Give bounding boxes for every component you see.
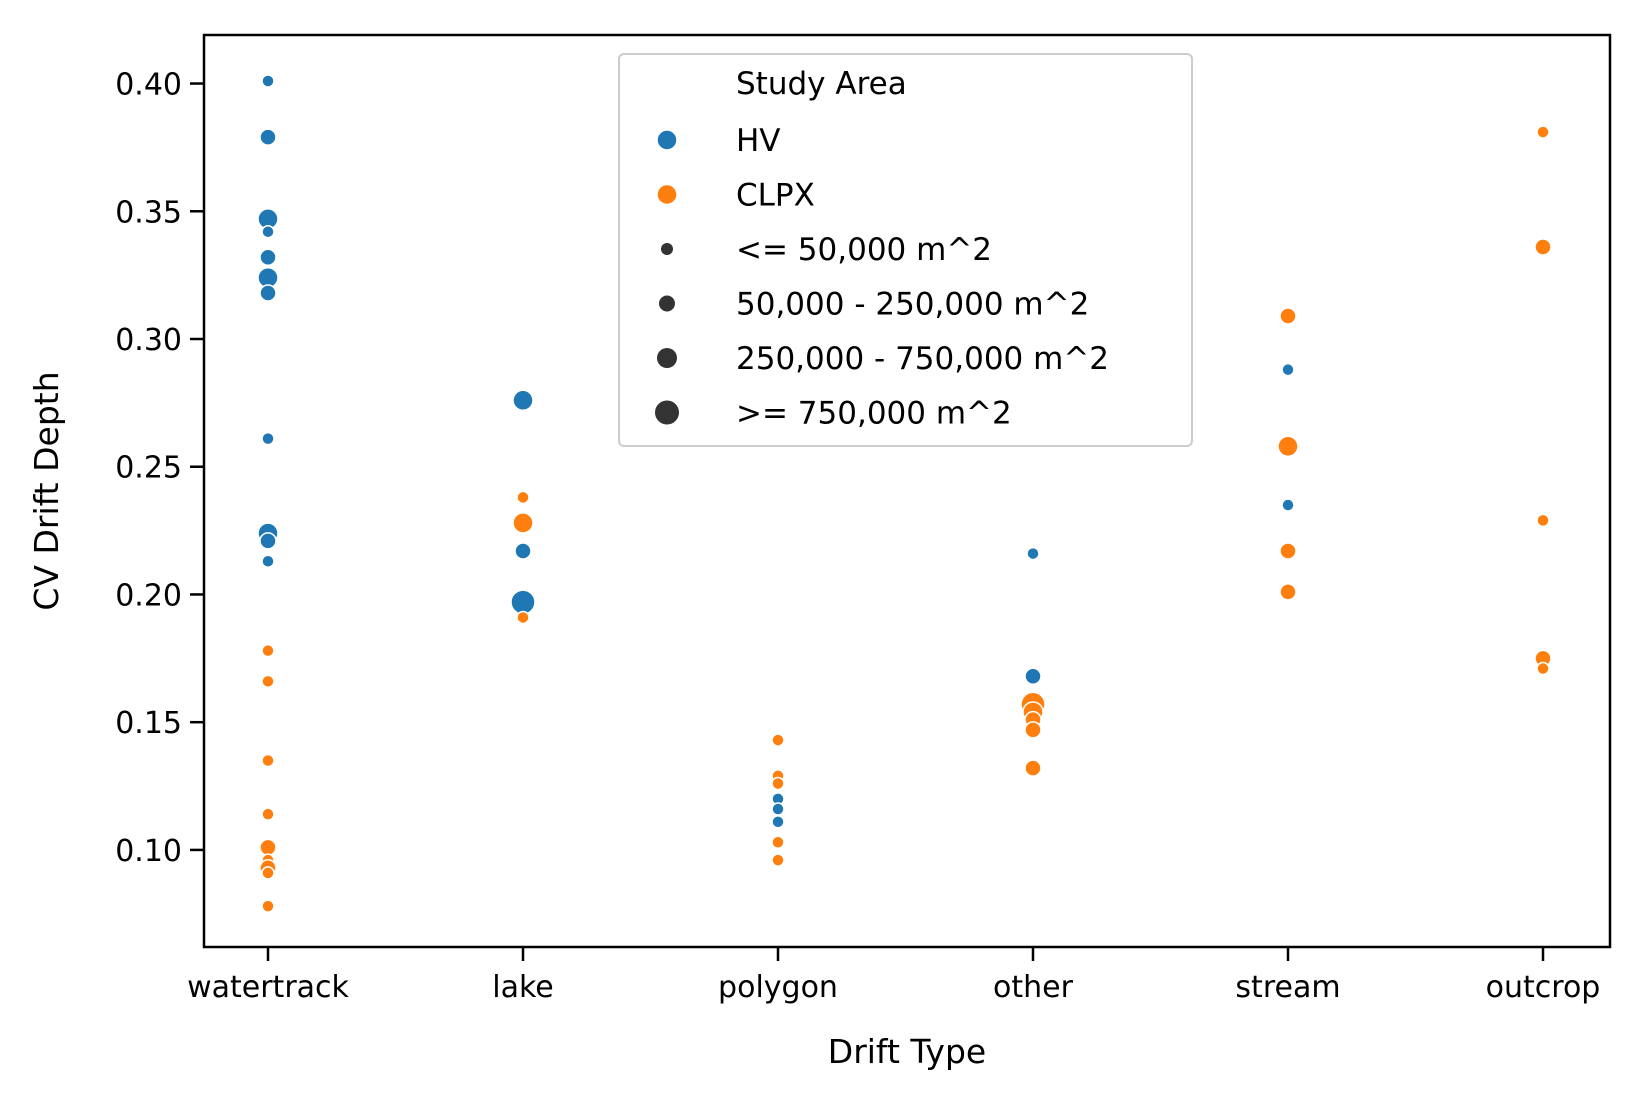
- point-hv-watertrack: [259, 128, 277, 146]
- x-tick-label-lake: lake: [492, 970, 553, 1005]
- point-clpx-stream: [1277, 435, 1299, 458]
- point-hv-watertrack: [259, 284, 277, 302]
- point-clpx-stream: [1279, 542, 1297, 560]
- point-clpx-lake: [512, 512, 534, 534]
- point-hv-watertrack: [261, 554, 275, 569]
- y-tick-label-0.15: 0.15: [115, 706, 182, 741]
- legend-label-hv: HV: [736, 123, 781, 159]
- point-hv-watertrack: [259, 532, 277, 550]
- legend-entries: HV CLPX <= 50,000 m^2 50,000 - 250,000 m^2…: [655, 123, 1109, 432]
- point-clpx-polygon: [771, 733, 785, 747]
- x-axis: watertrack lake polygon other stream outcrop: [187, 947, 1600, 1005]
- legend-size-label-1: <= 50,000 m^2: [736, 232, 992, 268]
- point-clpx-outcrop: [1536, 513, 1550, 528]
- point-clpx-other: [1024, 759, 1042, 777]
- point-clpx-lake: [516, 490, 530, 505]
- point-hv-watertrack: [261, 431, 275, 446]
- point-clpx-watertrack: [261, 866, 275, 880]
- point-clpx-watertrack: [261, 899, 275, 913]
- point-hv-watertrack: [261, 224, 275, 239]
- x-axis-title: Drift Type: [828, 1032, 986, 1071]
- y-tick-label-0.20: 0.20: [115, 578, 182, 613]
- point-clpx-polygon: [771, 853, 785, 867]
- point-hv-stream: [1281, 362, 1295, 377]
- point-hv-lake: [514, 542, 532, 560]
- point-clpx-watertrack: [259, 838, 277, 857]
- legend: Study Area HV CLPX <= 50,000 m^2 50,000 - …: [618, 53, 1193, 447]
- y-tick-label-0.30: 0.30: [115, 323, 182, 358]
- point-clpx-watertrack: [261, 807, 275, 821]
- legend-size-label-4: >= 750,000 m^2: [736, 396, 1012, 432]
- point-clpx-watertrack: [261, 753, 275, 768]
- legend-size-marker-4: [655, 400, 679, 425]
- point-clpx-outcrop: [1534, 238, 1552, 256]
- y-tick-label-0.40: 0.40: [115, 68, 182, 103]
- legend-size-label-3: 250,000 - 750,000 m^2: [736, 341, 1109, 377]
- point-hv-polygon: [771, 815, 785, 829]
- point-clpx-stream: [1279, 583, 1297, 601]
- y-tick-label-0.35: 0.35: [115, 195, 182, 230]
- legend-label-clpx: CLPX: [736, 178, 815, 214]
- point-clpx-other: [1024, 721, 1042, 739]
- point-hv-watertrack: [259, 248, 277, 267]
- legend-size-marker-3: [657, 348, 677, 368]
- x-tick-label-other: other: [993, 970, 1074, 1005]
- legend-size-marker-2: [659, 295, 675, 312]
- x-tick-label-polygon: polygon: [718, 970, 838, 1005]
- plot-frame: [202, 33, 1612, 949]
- x-tick-label-watertrack: watertrack: [187, 970, 349, 1005]
- data-points-layer: [257, 74, 1552, 913]
- point-hv-other: [1026, 546, 1040, 561]
- y-axis-title: CV Drift Depth: [27, 371, 66, 610]
- point-hv-lake: [512, 389, 534, 412]
- point-hv-other: [1024, 667, 1042, 685]
- x-tick-label-stream: stream: [1235, 970, 1340, 1005]
- y-tick-label-0.10: 0.10: [115, 834, 182, 869]
- y-axis: 0.10 0.15 0.20 0.25 0.30 0.35 0.40: [115, 68, 204, 869]
- legend-marker-clpx: [656, 183, 678, 206]
- legend-size-marker-1: [661, 243, 673, 255]
- legend-marker-hv: [656, 129, 678, 151]
- point-hv-stream: [1281, 498, 1295, 512]
- point-clpx-watertrack: [261, 674, 275, 689]
- point-clpx-lake: [516, 610, 530, 625]
- point-hv-lake: [510, 589, 536, 615]
- point-hv-polygon: [771, 802, 785, 816]
- y-tick-label-0.25: 0.25: [115, 451, 182, 486]
- point-clpx-polygon: [771, 776, 785, 791]
- point-hv-watertrack: [261, 74, 275, 88]
- point-clpx-outcrop: [1536, 661, 1550, 676]
- point-clpx-outcrop: [1536, 125, 1550, 139]
- legend-box: [618, 53, 1193, 447]
- x-tick-label-outcrop: outcrop: [1486, 970, 1601, 1005]
- legend-size-label-2: 50,000 - 250,000 m^2: [736, 287, 1089, 323]
- point-clpx-polygon: [771, 835, 785, 850]
- legend-title: Study Area: [736, 66, 907, 102]
- point-clpx-watertrack: [261, 643, 275, 658]
- point-clpx-stream: [1279, 307, 1297, 325]
